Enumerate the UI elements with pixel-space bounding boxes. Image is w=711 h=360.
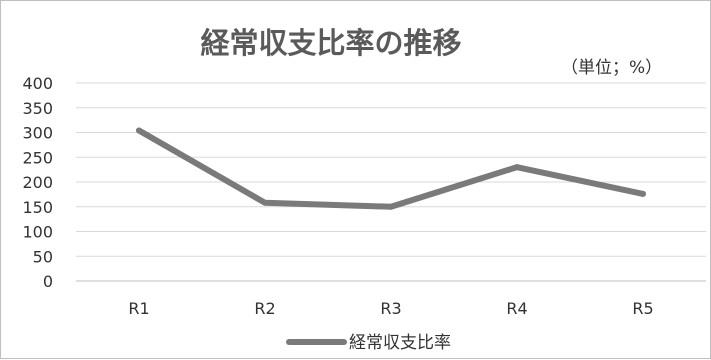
x-axis-ticks: R1 R2 R3 R4 R5 [128,299,653,318]
y-tick-label: 350 [22,99,53,118]
x-tick-label-r5: R5 [632,299,653,318]
data-point-r5 [640,190,646,197]
legend: 経常収支比率 [286,333,451,353]
y-tick-label: 400 [22,74,53,93]
y-tick-label: 100 [22,223,53,242]
x-tick-label-r1: R1 [128,299,149,318]
x-tick-label-r4: R4 [506,299,527,318]
legend-label-series-1: 経常収支比率 [349,333,451,353]
y-tick-label: 200 [22,173,53,192]
y-axis-ticks: 0 50 100 150 200 250 300 350 400 [22,74,53,291]
y-tick-label: 250 [22,148,53,167]
chart-title: 経常収支比率の推移 [200,26,461,60]
x-tick-label-r3: R3 [380,299,401,318]
data-point-r3 [388,203,394,210]
y-tick-label: 50 [33,247,53,266]
data-point-r4 [514,164,520,171]
y-tick-label: 0 [43,272,53,291]
unit-note: （単位；%） [561,58,662,78]
y-tick-label: 300 [22,124,53,143]
series-layer [136,127,646,210]
data-point-r1 [136,127,142,134]
series-line-1 [136,127,646,210]
data-point-r2 [262,199,268,206]
grid-layer [76,82,706,282]
y-tick-label: 150 [22,198,53,217]
x-tick-label-r2: R2 [254,299,275,318]
